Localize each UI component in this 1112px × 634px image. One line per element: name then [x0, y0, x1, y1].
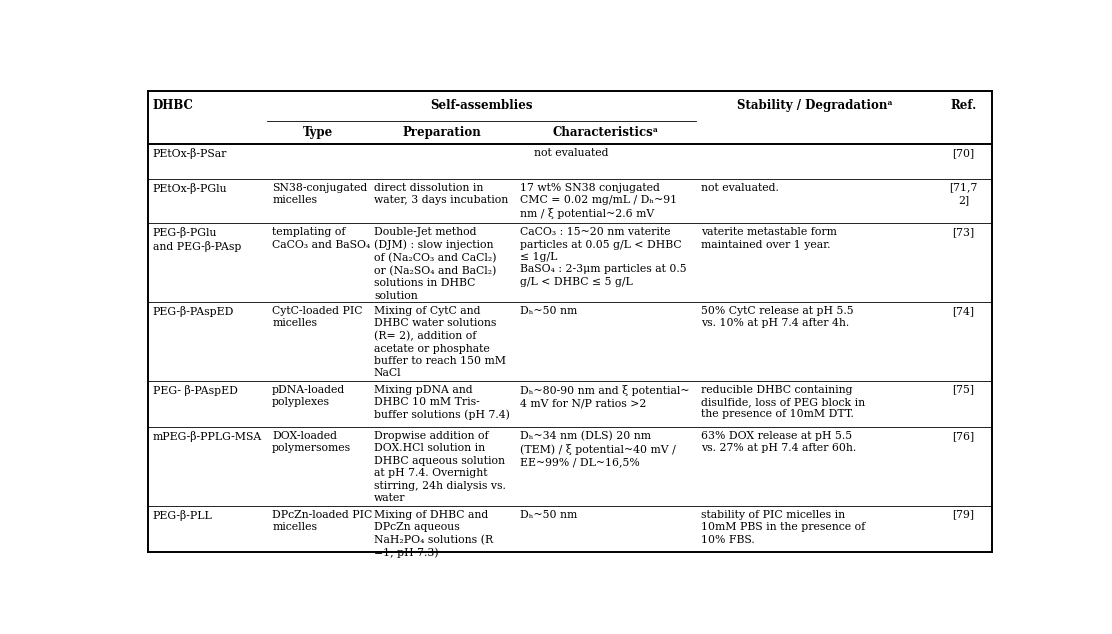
Text: templating of
CaCO₃ and BaSO₄: templating of CaCO₃ and BaSO₄: [272, 227, 370, 250]
Text: [79]: [79]: [953, 510, 974, 520]
Text: CaCO₃ : 15~20 nm vaterite
particles at 0.05 g/L < DHBC
≤ 1g/L
BaSO₄ : 2-3μm part: CaCO₃ : 15~20 nm vaterite particles at 0…: [519, 227, 686, 287]
Text: Mixing of CytC and
DHBC water solutions
(R= 2), addition of
acetate or phosphate: Mixing of CytC and DHBC water solutions …: [374, 306, 506, 378]
Text: [70]: [70]: [952, 148, 974, 158]
Text: Stability / Degradationᵃ: Stability / Degradationᵃ: [737, 100, 893, 112]
Text: CytC-loaded PIC
micelles: CytC-loaded PIC micelles: [272, 306, 363, 328]
Text: [73]: [73]: [952, 227, 974, 237]
Text: PEG- β-PAspED: PEG- β-PAspED: [152, 385, 238, 396]
Text: [75]: [75]: [953, 385, 974, 395]
Text: Preparation: Preparation: [403, 126, 481, 139]
Text: Mixing pDNA and
DHBC 10 mM Tris-
buffer solutions (pH 7.4): Mixing pDNA and DHBC 10 mM Tris- buffer …: [374, 385, 509, 420]
Text: PEG-β-PLL: PEG-β-PLL: [152, 510, 212, 521]
Text: Type: Type: [302, 126, 332, 139]
Text: Dₕ~80-90 nm and ξ potential~
4 mV for N/P ratios >2: Dₕ~80-90 nm and ξ potential~ 4 mV for N/…: [519, 385, 689, 408]
Text: Ref.: Ref.: [951, 100, 976, 112]
Text: PEtOx-β-PGlu: PEtOx-β-PGlu: [152, 183, 228, 193]
Text: PEG-β-PAspED: PEG-β-PAspED: [152, 306, 235, 317]
Text: stability of PIC micelles in
10mM PBS in the presence of
10% FBS.: stability of PIC micelles in 10mM PBS in…: [701, 510, 865, 545]
Text: PEG-β-PGlu
and PEG-β-PAsp: PEG-β-PGlu and PEG-β-PAsp: [152, 227, 241, 252]
Text: 63% DOX release at pH 5.5
vs. 27% at pH 7.4 after 60h.: 63% DOX release at pH 5.5 vs. 27% at pH …: [701, 431, 856, 453]
Text: PEtOx-β-PSar: PEtOx-β-PSar: [152, 148, 227, 159]
Text: SN38-conjugated
micelles: SN38-conjugated micelles: [272, 183, 367, 205]
Text: 50% CytC release at pH 5.5
vs. 10% at pH 7.4 after 4h.: 50% CytC release at pH 5.5 vs. 10% at pH…: [701, 306, 854, 328]
Text: vaterite metastable form
maintained over 1 year.: vaterite metastable form maintained over…: [701, 227, 837, 250]
Text: direct dissolution in
water, 3 days incubation: direct dissolution in water, 3 days incu…: [374, 183, 508, 205]
Text: Self-assemblies: Self-assemblies: [430, 100, 533, 112]
Text: DHBC: DHBC: [152, 100, 193, 112]
Text: Characteristicsᵃ: Characteristicsᵃ: [553, 126, 658, 139]
Text: reducible DHBC containing
disulfide, loss of PEG block in
the presence of 10mM D: reducible DHBC containing disulfide, los…: [701, 385, 865, 420]
Text: [76]: [76]: [952, 431, 974, 441]
Text: Dₕ~50 nm: Dₕ~50 nm: [519, 306, 577, 316]
Text: Dropwise addition of
DOX.HCl solution in
DHBC aqueous solution
at pH 7.4. Overni: Dropwise addition of DOX.HCl solution in…: [374, 431, 506, 503]
Text: Mixing of DHBC and
DPcZn aqueous
NaH₂PO₄ solutions (R
=1, pH 7.3): Mixing of DHBC and DPcZn aqueous NaH₂PO₄…: [374, 510, 493, 558]
Text: not evaluated: not evaluated: [519, 148, 608, 158]
Text: 17 wt% SN38 conjugated
CMC = 0.02 mg/mL / Dₕ~91
nm / ξ potential~2.6 mV: 17 wt% SN38 conjugated CMC = 0.02 mg/mL …: [519, 183, 677, 219]
Text: DOX-loaded
polymersomes: DOX-loaded polymersomes: [272, 431, 351, 453]
Text: DPcZn-loaded PIC
micelles: DPcZn-loaded PIC micelles: [272, 510, 373, 532]
Text: [71,7
2]: [71,7 2]: [950, 183, 977, 205]
Text: Double-Jet method
(DJM) : slow injection
of (Na₂CO₃ and CaCl₂)
or (Na₂SO₄ and Ba: Double-Jet method (DJM) : slow injection…: [374, 227, 496, 301]
Text: mPEG-β-PPLG-MSA: mPEG-β-PPLG-MSA: [152, 431, 262, 442]
Text: [74]: [74]: [953, 306, 974, 316]
Text: pDNA-loaded
polyplexes: pDNA-loaded polyplexes: [272, 385, 346, 407]
Text: Dₕ~50 nm: Dₕ~50 nm: [519, 510, 577, 520]
Text: not evaluated.: not evaluated.: [701, 183, 780, 193]
Text: Dₕ~34 nm (DLS) 20 nm
(TEM) / ξ potential~40 mV /
EE~99% / DL~16,5%: Dₕ~34 nm (DLS) 20 nm (TEM) / ξ potential…: [519, 431, 676, 467]
